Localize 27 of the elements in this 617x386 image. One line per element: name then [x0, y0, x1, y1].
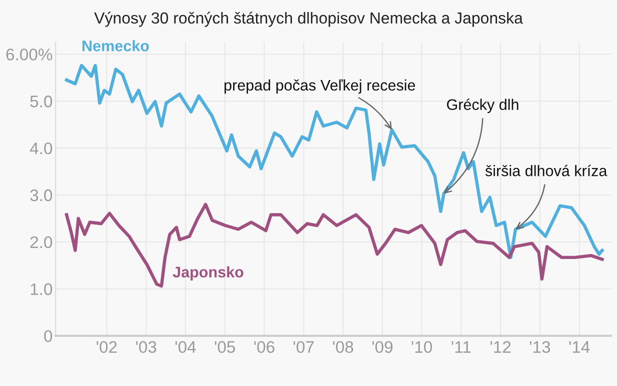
y-tick-label: 2.0	[30, 236, 52, 248]
x-tick-label: '09	[372, 341, 392, 353]
annotation: prepad počas Veľkej recesie	[224, 79, 416, 94]
y-tick-label: 4.0	[30, 142, 52, 154]
y-tick-label: 3.0	[30, 189, 52, 202]
series-label: Japonsko	[172, 266, 244, 281]
chart-title: Výnosy 30 ročných štátnych dlhopisov Nemecka a Japonska	[94, 12, 523, 27]
x-tick-label: '05	[214, 341, 236, 353]
x-tick-label: '06	[254, 341, 274, 353]
annotation: Grécky dlh	[446, 98, 518, 114]
x-tick-label: '02	[96, 341, 117, 353]
x-tick-label: '03	[136, 341, 156, 353]
x-tick-label: '13	[530, 341, 550, 353]
x-tick-label: '12	[490, 341, 511, 353]
x-tick-label: '08	[333, 341, 354, 353]
y-tick-label: 0	[44, 330, 52, 342]
annotation: širšia dlhová kríza	[485, 164, 608, 176]
y-tick-label: 1.0	[30, 283, 52, 296]
x-tick-label: '14	[569, 341, 590, 353]
line-series	[64, 202, 604, 288]
x-tick-label: '10	[412, 341, 432, 353]
x-tick-label: '07	[294, 341, 314, 353]
series-label: Nemecko	[82, 40, 149, 52]
y-tick-label: 6.00%	[6, 48, 52, 60]
x-tick-label: '04	[175, 341, 196, 353]
y-tick-label: 5.0	[30, 96, 52, 108]
x-tick-label: '11	[452, 341, 471, 353]
